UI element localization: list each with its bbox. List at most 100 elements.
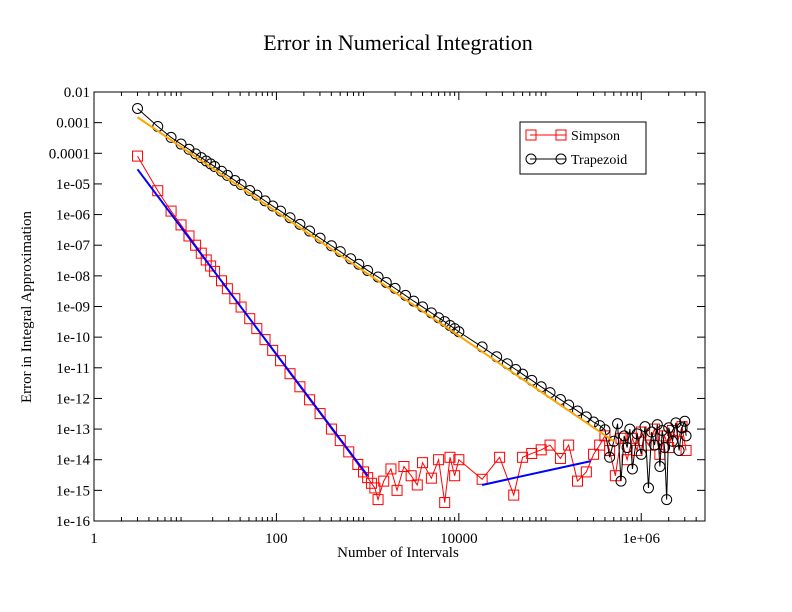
- x-axis-label: Number of Intervals: [337, 545, 459, 561]
- data-point-simpson: [183, 230, 195, 242]
- data-point-trapezoid: [626, 463, 638, 475]
- data-point-simpson: [453, 454, 465, 466]
- data-point-trapezoid: [659, 442, 671, 454]
- data-point-simpson: [372, 494, 384, 506]
- data-point-simpson: [680, 444, 692, 456]
- data-point-simpson: [572, 475, 583, 487]
- data-point-trapezoid: [132, 102, 144, 114]
- data-point-simpson: [417, 457, 429, 469]
- y-tick-label: 0.001: [56, 116, 90, 132]
- data-point-simpson: [615, 432, 627, 444]
- data-point-simpson: [369, 482, 381, 494]
- legend: Simpson Trapezoid: [519, 121, 647, 175]
- y-tick-label: 1e-10: [56, 330, 90, 346]
- data-point-simpson: [267, 344, 279, 356]
- data-point-simpson: [588, 448, 600, 460]
- y-tick-label: 1e-09: [56, 300, 90, 316]
- data-point-simpson: [517, 451, 529, 463]
- legend-marker-simpson: [525, 129, 537, 141]
- y-tick-label: 0.0001: [49, 146, 90, 162]
- data-point-simpson: [294, 381, 306, 393]
- series-line-trapezoid: [137, 108, 687, 500]
- fit-line: [136, 116, 615, 443]
- data-point-trapezoid: [635, 448, 647, 460]
- data-point-trapezoid: [642, 482, 654, 494]
- data-point-trapezoid: [621, 442, 633, 454]
- data-point-trapezoid: [608, 435, 620, 447]
- data-point-simpson: [433, 454, 445, 466]
- data-point-simpson: [314, 408, 326, 420]
- legend-marker-simpson: [555, 129, 567, 141]
- legend-entry-simpson: Simpson: [525, 129, 620, 144]
- data-point-simpson: [449, 470, 461, 482]
- y-tick-label: 1e-11: [56, 361, 90, 377]
- data-point-trapezoid: [639, 421, 651, 433]
- data-point-simpson: [526, 447, 538, 459]
- data-point-trapezoid: [654, 461, 666, 473]
- data-point-simpson: [275, 355, 287, 367]
- x-axis: 1 100 10000 1e+06: [90, 92, 706, 547]
- data-point-trapezoid: [679, 415, 691, 427]
- legend-entry-trapezoid: Trapezoid: [525, 153, 627, 168]
- data-point-simpson: [244, 313, 256, 325]
- data-point-simpson: [284, 368, 296, 380]
- x-tick-label: 100: [265, 531, 288, 547]
- data-point-simpson: [398, 461, 410, 473]
- legend-label-trapezoid: Trapezoid: [571, 153, 627, 168]
- data-point-trapezoid: [604, 451, 616, 463]
- data-point-simpson: [544, 439, 556, 451]
- data-point-trapezoid: [615, 475, 627, 487]
- data-point-simpson: [385, 463, 397, 475]
- data-point-simpson: [352, 458, 364, 470]
- data-point-trapezoid: [666, 435, 678, 447]
- y-tick-label: 1e-16: [56, 514, 91, 530]
- data-point-simpson: [221, 283, 233, 295]
- data-point-trapezoid: [649, 439, 661, 451]
- data-point-simpson: [216, 275, 227, 287]
- data-point-simpson: [378, 475, 390, 487]
- data-point-simpson: [175, 219, 187, 231]
- data-point-simpson: [391, 484, 403, 496]
- data-point-simpson: [343, 446, 355, 458]
- data-point-simpson: [259, 334, 271, 346]
- legend-box: [519, 121, 647, 175]
- data-point-simpson: [580, 466, 592, 478]
- data-point-simpson: [425, 472, 437, 484]
- y-tick-label: 1e-14: [56, 453, 91, 469]
- data-point-simpson: [554, 452, 566, 464]
- data-point-simpson: [325, 423, 337, 435]
- x-tick-label: 1: [90, 531, 98, 547]
- y-tick-label: 1e-07: [56, 238, 91, 254]
- data-point-simpson: [304, 394, 316, 406]
- legend-label-simpson: Simpson: [571, 129, 620, 144]
- y-tick-label: 1e-15: [56, 483, 90, 499]
- fit-line: [136, 168, 369, 477]
- legend-marker-trapezoid: [555, 153, 567, 165]
- data-point-simpson: [229, 293, 241, 305]
- legend-marker-trapezoid: [525, 153, 537, 165]
- data-point-simpson: [251, 323, 263, 335]
- y-axis: 0.01 0.001 0.0001 1e-05 1e-06 1e-07 1e-08 1e-09…: [49, 85, 705, 530]
- data-point-simpson: [444, 451, 456, 463]
- data-point-trapezoid: [631, 428, 643, 440]
- data-point-simpson: [334, 435, 346, 447]
- x-tick-label: 1e+06: [622, 531, 660, 547]
- data-point-trapezoid: [618, 430, 630, 442]
- data-point-trapezoid: [612, 418, 624, 430]
- data-point-trapezoid: [673, 444, 685, 456]
- fit-line: [481, 460, 592, 486]
- data-point-simpson: [132, 150, 144, 162]
- data-point-simpson: [405, 470, 417, 482]
- y-tick-label: 1e-13: [56, 422, 90, 438]
- x-tick-label: 10000: [440, 531, 478, 547]
- data-point-simpson: [165, 205, 177, 217]
- data-point-simpson: [411, 479, 423, 491]
- data-point-simpson: [357, 466, 369, 478]
- data-point-simpson: [209, 265, 221, 277]
- data-point-simpson: [563, 439, 575, 451]
- data-point-simpson: [362, 472, 374, 484]
- y-tick-label: 1e-06: [56, 208, 91, 224]
- data-point-simpson: [508, 489, 520, 501]
- chart-title: Error in Numerical Integration: [263, 30, 532, 55]
